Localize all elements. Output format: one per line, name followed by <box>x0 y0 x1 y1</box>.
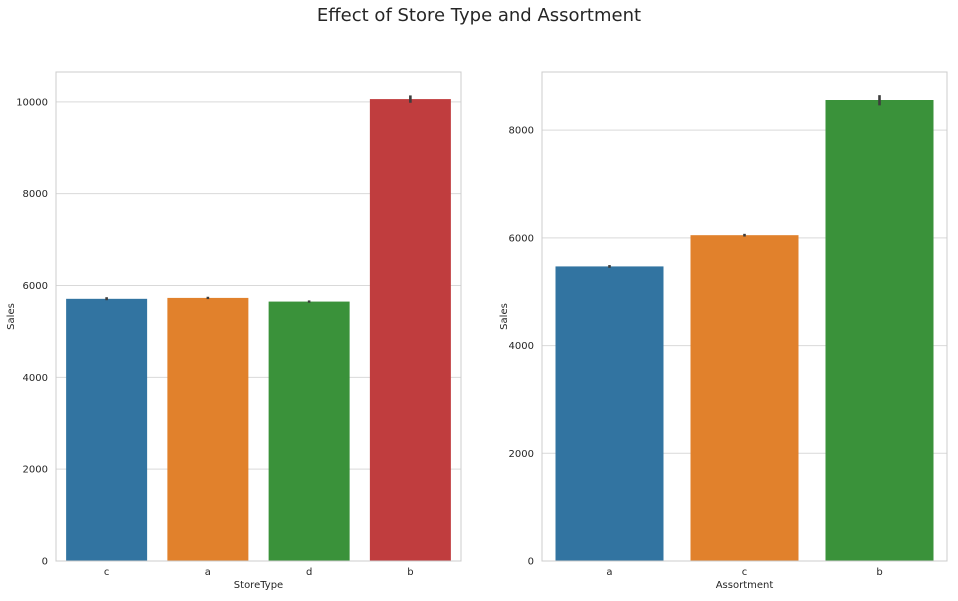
storetype-ylabel: Sales <box>6 303 17 330</box>
assortment-xtick-label: c <box>742 567 748 578</box>
storetype-ytick-label: 0 <box>42 557 48 568</box>
assortment-ytick-label: 2000 <box>509 449 534 460</box>
storetype-xtick-label: a <box>205 567 211 578</box>
storetype-ytick-label: 8000 <box>23 189 48 200</box>
assortment-xtick-label: b <box>876 567 882 578</box>
storetype-chart: 0 2000 4000 6000 8000 10000 c a d b StoreType Sales <box>6 71 462 591</box>
storetype-bar-c <box>66 298 148 561</box>
assortment-ytick-label: 0 <box>528 557 534 568</box>
storetype-ytick-label: 2000 <box>23 465 48 476</box>
storetype-xtick-label: d <box>306 567 312 578</box>
assortment-bar-c <box>690 235 799 562</box>
storetype-axes-frame <box>55 71 462 562</box>
storetype-xtick-label: b <box>407 567 413 578</box>
assortment-ytick-label: 6000 <box>509 233 534 244</box>
assortment-chart: 0 2000 4000 6000 8000 a c b Assortment Sales <box>499 71 948 591</box>
assortment-xlabel: Assortment <box>716 580 774 591</box>
assortment-ytick-label: 4000 <box>509 341 534 352</box>
assortment-bar-a <box>555 266 664 561</box>
assortment-axes-frame <box>541 71 948 562</box>
assortment-bar-b <box>825 100 934 562</box>
storetype-bar-d <box>268 301 350 561</box>
figure-title: Effect of Store Type and Assortment <box>317 5 641 26</box>
storetype-ytick-label: 10000 <box>16 97 48 108</box>
storetype-ytick-label: 6000 <box>23 281 48 292</box>
storetype-bar-b <box>369 99 451 561</box>
storetype-bar-a <box>167 297 249 561</box>
assortment-ytick-label: 8000 <box>509 126 534 137</box>
storetype-ytick-label: 4000 <box>23 373 48 384</box>
assortment-xtick-label: a <box>606 567 612 578</box>
assortment-ylabel: Sales <box>499 303 510 330</box>
storetype-xtick-label: c <box>104 567 110 578</box>
storetype-xlabel: StoreType <box>234 580 283 591</box>
